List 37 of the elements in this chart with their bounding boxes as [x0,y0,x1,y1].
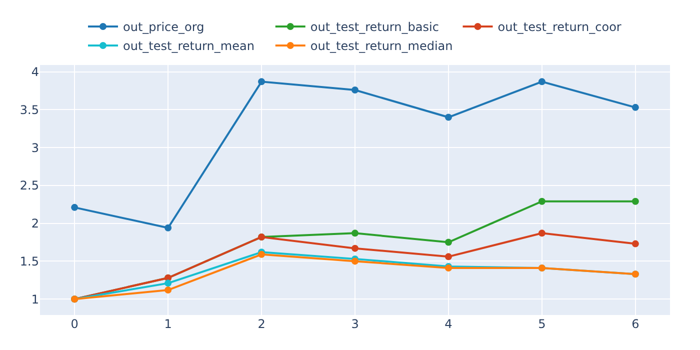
y-tick-label: 2 [31,216,39,231]
x-tick-label: 2 [258,317,266,331]
x-tick-label: 5 [538,317,546,331]
point [164,286,172,294]
point [632,198,639,205]
point [444,238,452,246]
point [258,78,266,86]
y-tick-label: 1 [31,292,39,306]
y-tick-label: 1.5 [20,254,39,268]
y-tick-label: 3.5 [20,102,39,117]
x-tick-label: 3 [351,317,359,331]
point [164,280,172,287]
legend-label: out_price_org [123,20,204,34]
legend-label: out_test_return_basic [310,20,439,34]
point [352,244,358,252]
legend-label: out_test_return_median [310,39,453,54]
point [632,104,639,111]
point [352,258,358,265]
point [71,204,78,211]
x-tick-label: 6 [632,317,640,331]
legend-label: out_test_return_coor [498,20,622,34]
x-tick-label: 4 [444,317,452,331]
y-tick-label: 4 [31,65,39,80]
point [352,230,358,237]
point [444,114,452,121]
y-tick-label: 3 [31,140,39,155]
x-tick-label: 0 [70,317,78,331]
point [538,198,546,205]
point [444,253,452,260]
point [538,230,546,237]
x-tick-label: 1 [164,317,172,331]
point [632,240,639,248]
point [538,78,546,86]
point [164,224,172,232]
y-tick-label: 2.5 [20,178,39,193]
legend-label: out_test_return_mean [123,39,254,54]
point [352,86,358,94]
